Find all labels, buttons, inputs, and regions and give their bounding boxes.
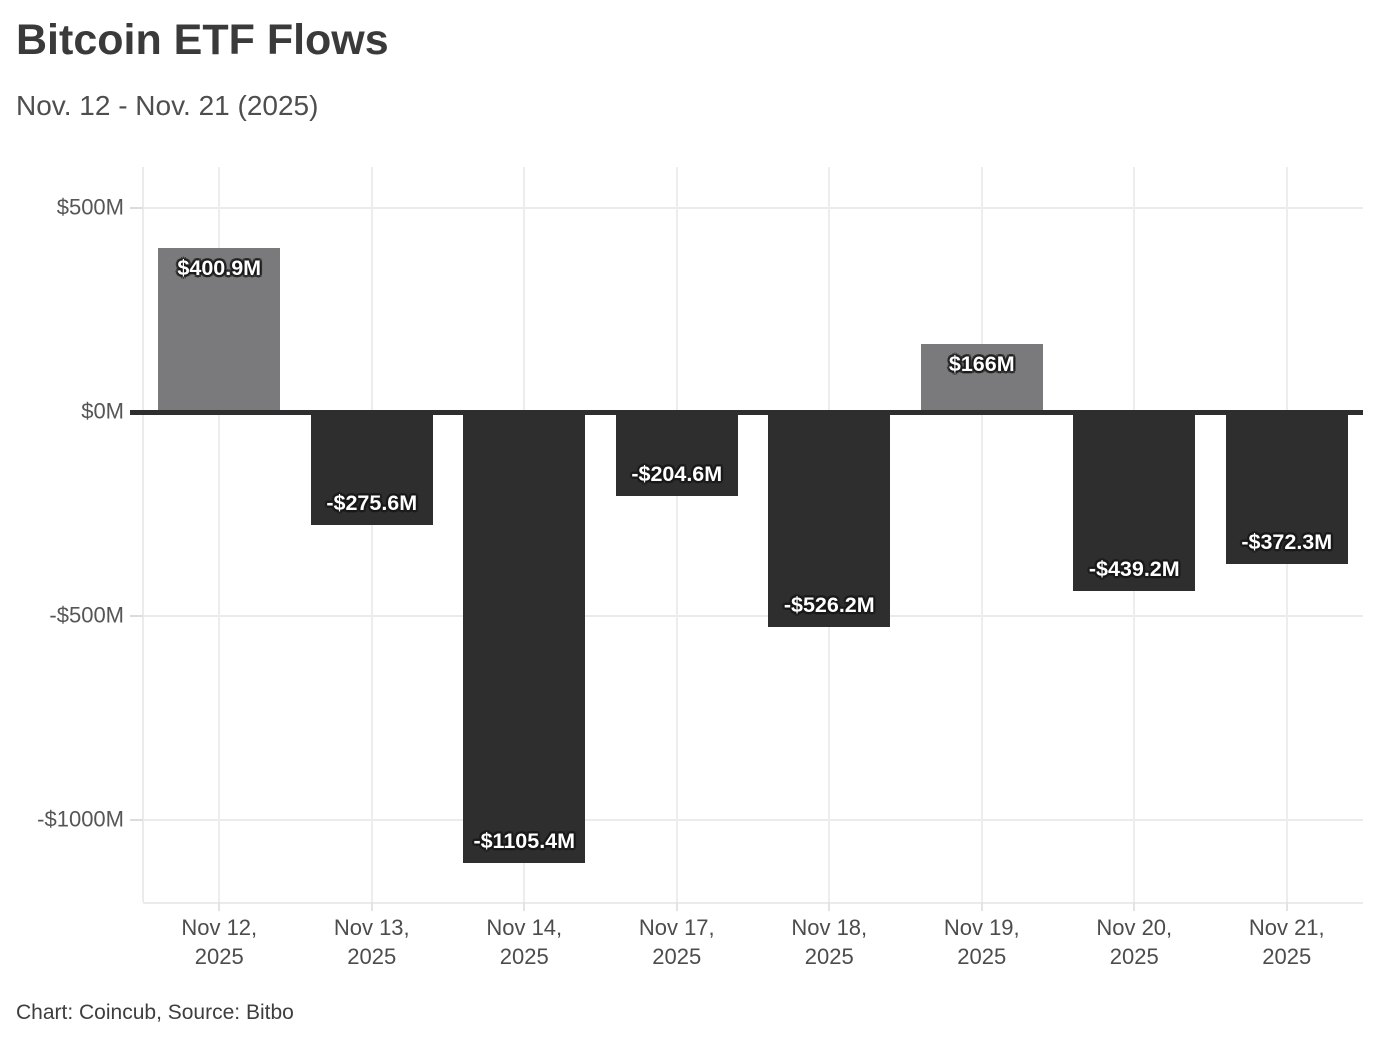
y-axis: $500M $0M -$500M -$1000M	[0, 167, 124, 902]
bar-value-label: -$204.6M	[631, 461, 723, 486]
y-tick-label: -$500M	[49, 602, 124, 628]
y-gridline	[143, 819, 1363, 822]
x-tick-label: Nov 12, 2025	[181, 915, 258, 969]
x-tick-label: Nov 21, 2025	[1248, 915, 1325, 969]
y-tick-mark	[130, 615, 143, 618]
x-gridline	[370, 167, 373, 902]
bar: -$1105.4M	[463, 412, 586, 864]
bar: -$275.6M	[310, 412, 433, 525]
bar: -$526.2M	[768, 412, 891, 627]
y-tick-label: $500M	[56, 194, 124, 220]
x-tick-mark	[1285, 902, 1288, 911]
bar: -$372.3M	[1225, 412, 1348, 565]
x-tick-mark	[523, 902, 526, 911]
bar-value-label: $400.9M	[177, 256, 262, 281]
y-tick-mark	[130, 206, 143, 209]
y-tick-mark	[130, 819, 143, 822]
plot-area: $400.9M -$275.6M -$1105.4M -$204.6M -$526.2M…	[130, 167, 1363, 911]
x-tick-mark	[980, 902, 983, 911]
bar-value-label: -$275.6M	[326, 490, 418, 515]
bar-value-label: -$1105.4M	[473, 829, 576, 854]
bar-value-label: -$439.2M	[1088, 557, 1180, 582]
x-tick-mark	[370, 902, 373, 911]
chart-subtitle: Nov. 12 - Nov. 21 (2025)	[16, 90, 319, 121]
y-gridline	[143, 206, 1363, 209]
x-axis: Nov 12, 2025 Nov 13, 2025 Nov 14, 2025 Nov …	[143, 913, 1363, 971]
bar: $400.9M	[158, 248, 281, 412]
zero-baseline	[130, 409, 1363, 415]
x-gridline	[218, 167, 221, 902]
bar-value-label: -$372.3M	[1241, 530, 1333, 555]
x-gridline	[980, 167, 983, 902]
chart-footer: Chart: Coincub, Source: Bitbo	[16, 1001, 294, 1024]
x-tick-mark	[1133, 902, 1136, 911]
y-tick-label: $0M	[81, 398, 124, 424]
x-tick-mark	[675, 902, 678, 911]
x-tick-label: Nov 20, 2025	[1096, 915, 1173, 969]
x-tick-label: Nov 18, 2025	[791, 915, 868, 969]
x-tick-label: Nov 14, 2025	[486, 915, 563, 969]
y-tick-label: -$1000M	[37, 806, 124, 832]
x-gridline	[675, 167, 678, 902]
page-title: Bitcoin ETF Flows	[16, 16, 389, 64]
x-tick-label: Nov 17, 2025	[638, 915, 715, 969]
x-tick-label: Nov 19, 2025	[943, 915, 1020, 969]
x-tick-mark	[218, 902, 221, 911]
x-tick-label: Nov 13, 2025	[333, 915, 410, 969]
bar-value-label: -$526.2M	[783, 592, 875, 617]
bar-value-label: $166M	[948, 352, 1015, 377]
plot-left-edge-line	[142, 167, 144, 902]
bar: -$204.6M	[615, 412, 738, 496]
bar: $166M	[920, 344, 1043, 412]
x-tick-mark	[828, 902, 831, 911]
y-gridline	[143, 615, 1363, 618]
bar: -$439.2M	[1073, 412, 1196, 592]
